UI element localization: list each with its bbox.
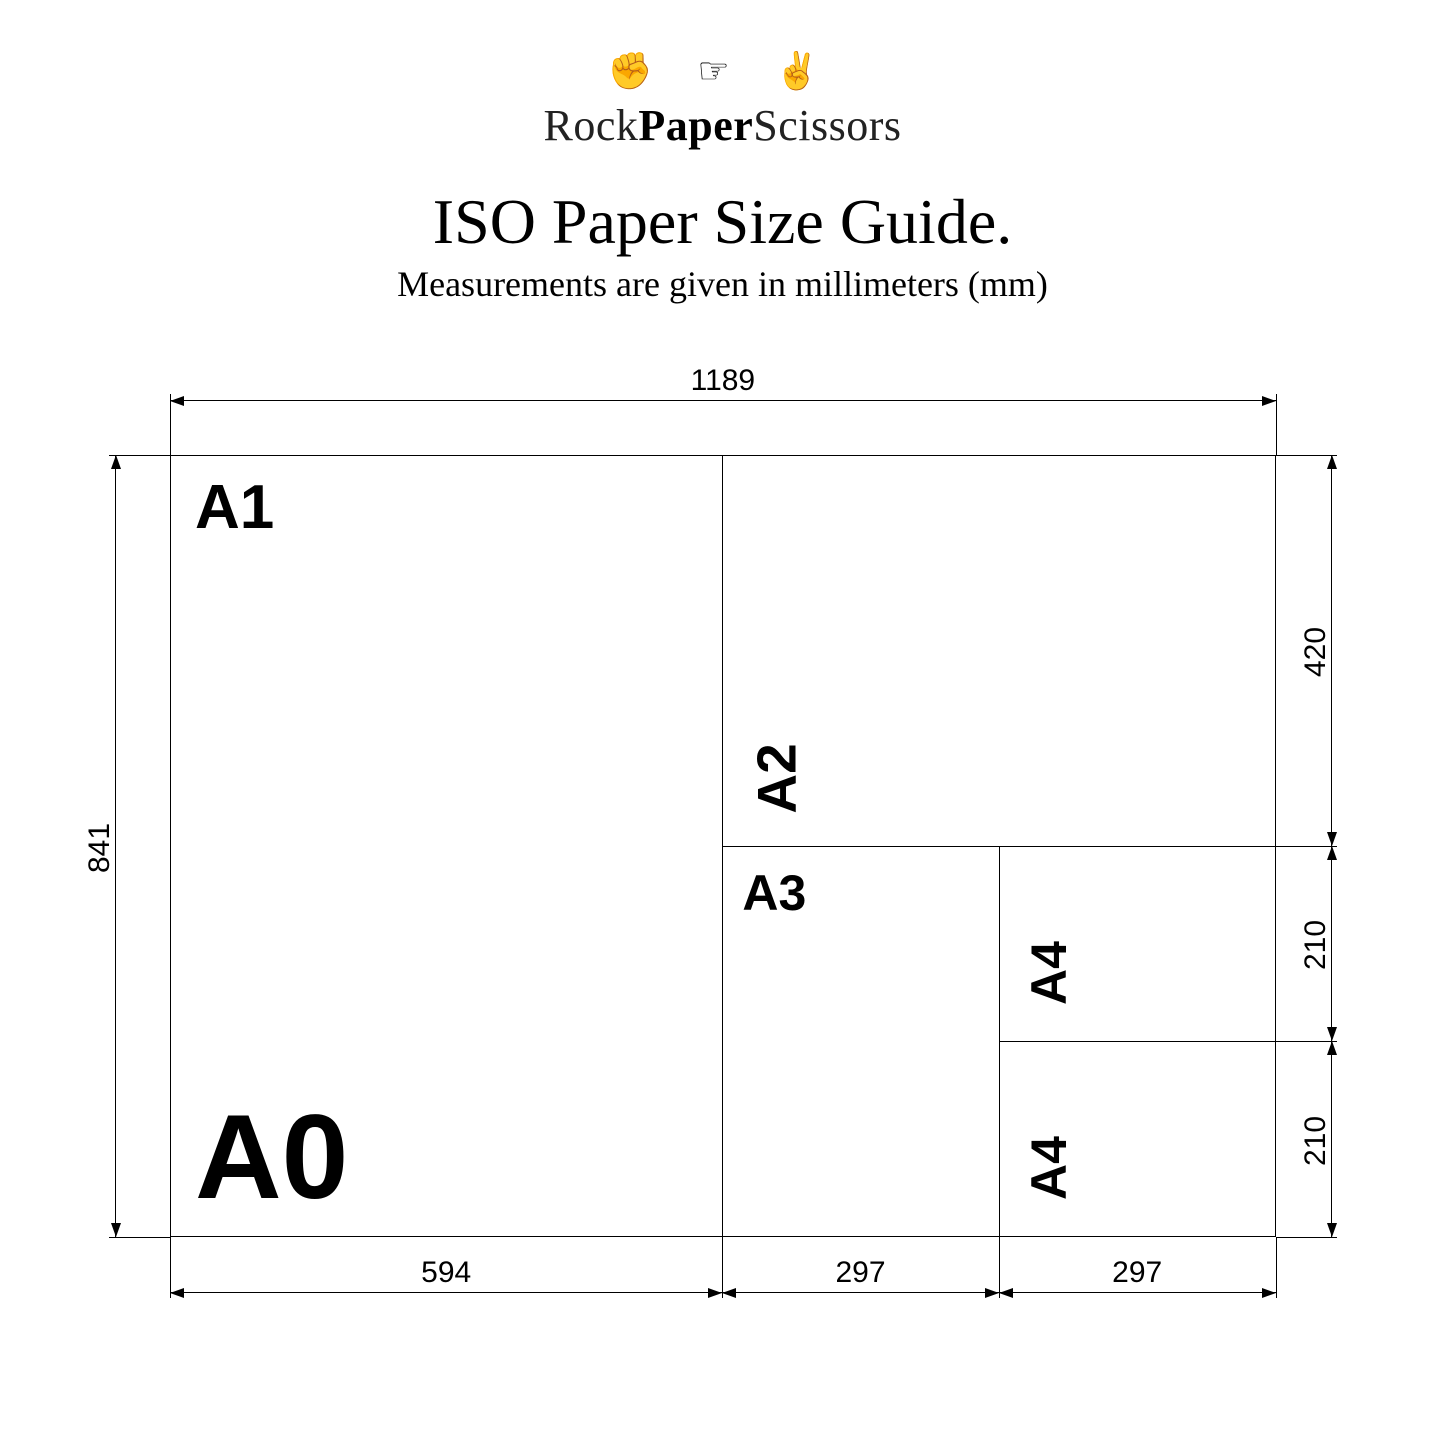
- dim-left-arrow-u: [111, 455, 121, 469]
- dim-bot-1-value: 297: [821, 1256, 901, 1290]
- ext-right-3: [1276, 1237, 1337, 1238]
- brand-header: ✊ ☞ ✌ RockPaperScissors: [0, 50, 1445, 151]
- dim-right-2-arrow-u: [1327, 1041, 1337, 1055]
- dim-bot-0-arrow-l: [170, 1288, 184, 1298]
- dim-bot-2-line: [999, 1292, 1276, 1293]
- label-a4-bottom: A4: [1024, 1136, 1074, 1200]
- dim-bot-2-value: 297: [1097, 1256, 1177, 1290]
- dim-bot-2-arrow-l: [999, 1288, 1013, 1298]
- dim-bot-1-line: [722, 1292, 998, 1293]
- dim-bot-1-arrow-r: [985, 1288, 999, 1298]
- paper-size-diagram: A0A1A2A3A4A41189594297297841420210210: [95, 395, 1355, 1275]
- ext-bot-3: [1276, 1237, 1277, 1298]
- dim-left-value: 841: [83, 808, 117, 888]
- brand-part-rock: Rock: [543, 101, 638, 150]
- label-a4-top: A4: [1024, 941, 1074, 1005]
- title-block: ISO Paper Size Guide. Measurements are g…: [0, 185, 1445, 305]
- dim-top-line: [170, 400, 1276, 401]
- dim-right-0-arrow-d: [1327, 832, 1337, 846]
- dim-bot-2-arrow-r: [1262, 1288, 1276, 1298]
- page-subtitle: Measurements are given in millimeters (m…: [0, 263, 1445, 305]
- label-a1: A1: [195, 477, 274, 539]
- label-a3: A3: [742, 868, 806, 918]
- dim-right-2-arrow-d: [1327, 1223, 1337, 1237]
- dim-bot-1-arrow-l: [722, 1288, 736, 1298]
- brand-part-paper: Paper: [638, 101, 753, 150]
- dim-right-1-arrow-u: [1327, 846, 1337, 860]
- dim-right-0-arrow-u: [1327, 455, 1337, 469]
- dim-bot-0-value: 594: [406, 1256, 486, 1290]
- dim-right-1-value: 210: [1299, 905, 1333, 985]
- rps-icons: ✊ ☞ ✌: [0, 50, 1445, 92]
- label-a2: A2: [750, 743, 805, 813]
- dim-right-1-arrow-d: [1327, 1027, 1337, 1041]
- page-title: ISO Paper Size Guide.: [0, 185, 1445, 259]
- dim-right-0-value: 420: [1299, 612, 1333, 692]
- divider-a4: [999, 1041, 1276, 1042]
- brand-part-scissors: Scissors: [753, 101, 901, 150]
- ext-left-b: [109, 1237, 170, 1238]
- dim-bot-0-line: [170, 1292, 722, 1293]
- dim-bot-0-arrow-r: [708, 1288, 722, 1298]
- dim-left-arrow-d: [111, 1223, 121, 1237]
- dim-right-2-value: 210: [1299, 1101, 1333, 1181]
- dim-top-arrow-r: [1262, 396, 1276, 406]
- label-a0: A0: [195, 1097, 348, 1217]
- dim-top-arrow-l: [170, 396, 184, 406]
- ext-top-r: [1276, 394, 1277, 455]
- dim-top-value: 1189: [683, 364, 763, 398]
- brand-logo: RockPaperScissors: [0, 100, 1445, 151]
